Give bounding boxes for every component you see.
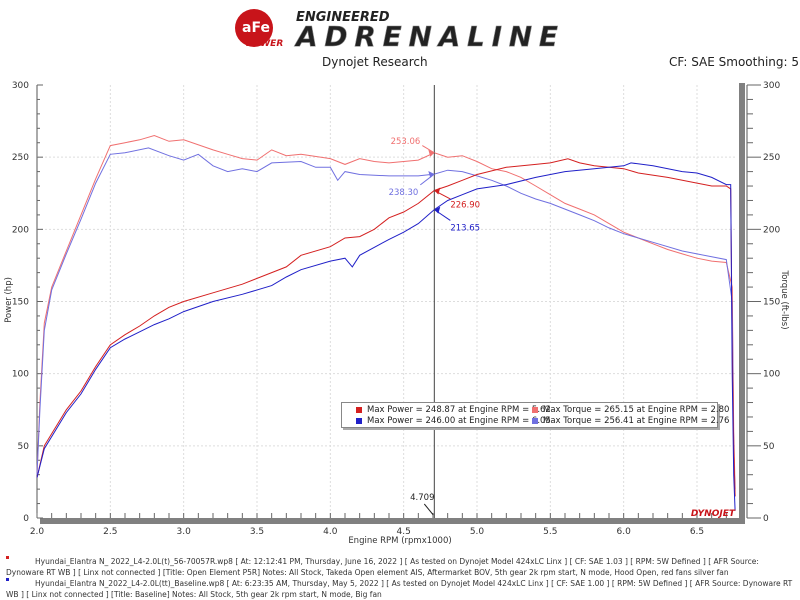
y2-tick-label: 200	[763, 225, 780, 235]
x-tick-label: 5.0	[470, 527, 485, 537]
annotation-arrowhead	[434, 206, 441, 214]
dyno-chart: 2.0 2.5 3.0 3.5 4.0 4.5 5.0 5.5 6.0 6.5 0 50 100 150 2…	[4, 81, 789, 545]
x-tick-label: 2.0	[30, 527, 45, 537]
run-notes-baseline: Hyundai_Elantra N_2022_L4-2.0L(tt)_Basel…	[6, 578, 796, 600]
x-tick-label: 2.5	[103, 527, 117, 537]
legend-text: Max Power = 248.87 at Engine RPM = 5.62	[367, 405, 551, 415]
y2-tick-label: 250	[763, 153, 780, 163]
legend-swatch	[532, 417, 538, 424]
legend-entry-torque-base: Max Torque = 256.41 at Engine RPM = 2.76	[532, 416, 729, 426]
x-tick-label: 3.5	[250, 527, 264, 537]
legend-text: Max Torque = 256.41 at Engine RPM = 2.76	[543, 416, 730, 426]
legend: Max Power = 248.87 at Engine RPM = 5.62 …	[341, 402, 729, 428]
series-line-power-base	[36, 162, 736, 511]
svg-text:aFe: aFe	[242, 20, 270, 36]
annotation-label: 238.30	[389, 188, 419, 198]
x-tick-label: 6.5	[690, 527, 704, 537]
x-tick-label: 6.0	[617, 527, 632, 537]
run-color-marker	[6, 556, 9, 559]
y-tick-label: 300	[12, 81, 29, 91]
legend-entry-power-base: Max Power = 246.00 at Engine RPM = 6.05	[356, 416, 551, 426]
chart-title: Dynojet Research	[322, 55, 428, 69]
y2-tick-label: 50	[763, 442, 775, 452]
legend-entry-torque-new: Max Torque = 265.15 at Engine RPM = 2.80	[532, 405, 729, 415]
y2-axis-label: Torque (ft-lbs)	[779, 269, 789, 329]
afe-adrenaline-logo: aFe POWER ENGINEERED ADRENALINE	[235, 9, 558, 48]
y-axis-label: Power (hp)	[4, 277, 14, 323]
x-axis-label: Engine RPM (rpmx1000)	[348, 536, 451, 545]
dynojet-watermark: DYNOJET	[691, 509, 736, 519]
y2-tick-label: 100	[763, 370, 780, 380]
annotation-arrowhead	[428, 171, 435, 179]
y2-tick-label: 0	[763, 514, 769, 524]
svg-text:ADRENALINE: ADRENALINE	[294, 20, 558, 48]
y-tick-label: 100	[12, 370, 29, 380]
svg-text:ENGINEERED: ENGINEERED	[296, 10, 390, 25]
legend-swatch	[356, 417, 362, 424]
x-tick-label: 4.0	[323, 527, 338, 537]
y-tick-label: 200	[12, 225, 29, 235]
legend-text: Max Torque = 265.15 at Engine RPM = 2.80	[543, 405, 730, 415]
legend-text: Max Power = 246.00 at Engine RPM = 6.05	[367, 416, 551, 426]
svg-text:POWER: POWER	[246, 39, 283, 48]
y-tick-label: 250	[12, 153, 29, 163]
series-line-torque-base	[36, 147, 736, 497]
legend-swatch	[532, 406, 538, 413]
x-tick-label: 3.0	[177, 527, 192, 537]
annotation-label: 226.90	[450, 201, 480, 211]
annotation-arrow	[422, 145, 435, 154]
annotation-label: 213.65	[450, 224, 480, 234]
run-notes-new: Hyundai_Elantra N_ 2022_L4-2.0L(t)_56-70…	[6, 556, 796, 578]
y2-tick-label: 150	[763, 298, 780, 308]
correction-info: CF: SAE Smoothing: 5	[669, 55, 800, 69]
legend-entry-power-new: Max Power = 248.87 at Engine RPM = 5.62	[356, 405, 551, 415]
series-line-torque-new	[36, 134, 736, 490]
run-notes-text: Hyundai_Elantra N_ 2022_L4-2.0L(t)_56-70…	[6, 557, 759, 577]
y-tick-label: 0	[23, 514, 29, 524]
run-notes-text: Hyundai_Elantra N_2022_L4-2.0L(tt)_Basel…	[6, 579, 793, 599]
y-tick-label: 50	[18, 442, 30, 452]
annotation-label: 253.06	[391, 137, 421, 147]
y2-tick-label: 300	[763, 81, 780, 91]
x-axis-bar	[40, 518, 745, 524]
cursor-value-label: 4.709	[410, 493, 434, 503]
annotation-arrowhead	[428, 149, 435, 157]
afe-logo-badge	[235, 9, 273, 47]
x-tick-label: 5.5	[543, 527, 557, 537]
y-tick-label: 150	[12, 298, 29, 308]
annotation-arrowhead	[434, 187, 441, 195]
run-color-marker	[6, 578, 9, 581]
cursor-arrow	[423, 503, 434, 516]
right-axis-bar	[739, 83, 745, 524]
legend-swatch	[356, 406, 362, 413]
x-tick-label: 4.5	[397, 527, 411, 537]
series-line-power-new	[36, 158, 736, 497]
